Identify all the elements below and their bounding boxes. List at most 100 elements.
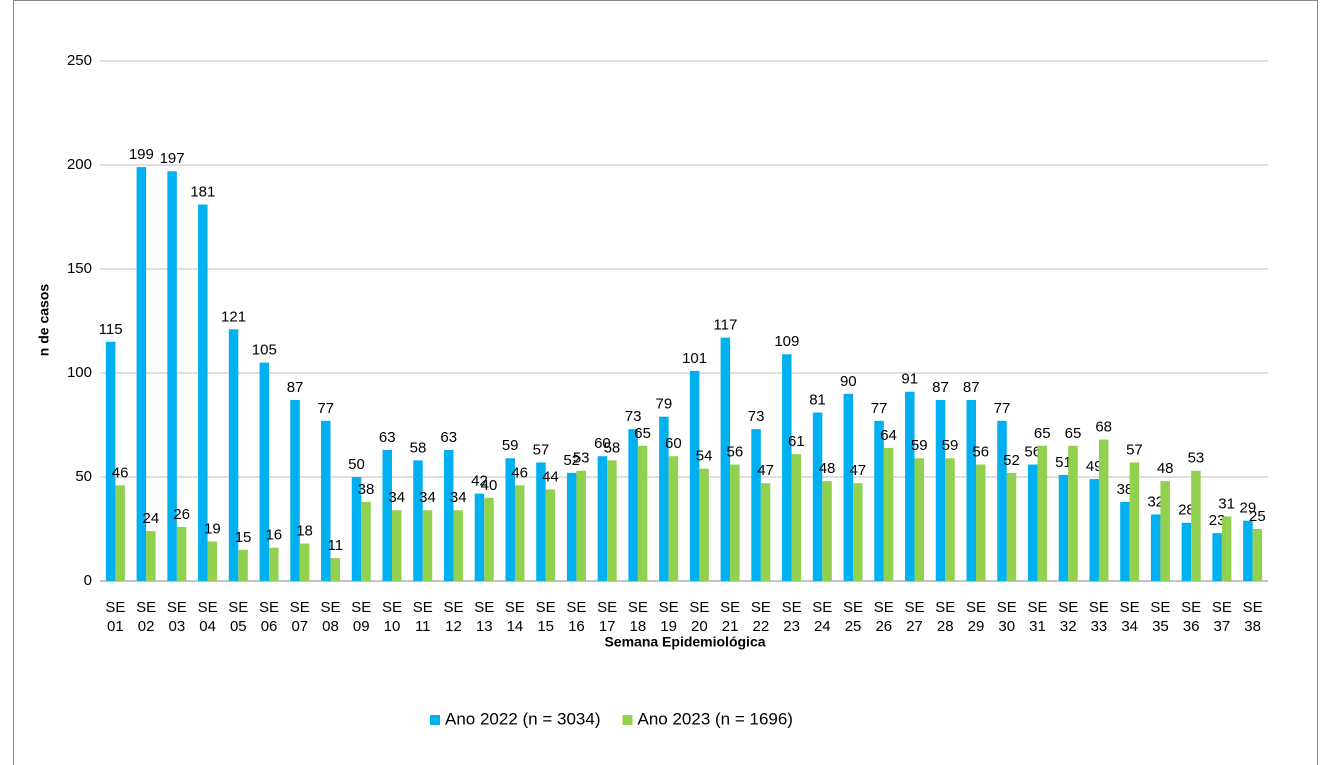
data-label: 53	[573, 450, 590, 467]
data-label: 65	[634, 425, 651, 442]
data-label: 87	[932, 379, 949, 396]
x-tick-label: SE 05	[228, 599, 249, 635]
x-tick-label: SE 26	[873, 599, 894, 635]
data-label: 50	[348, 456, 365, 473]
x-tick-label: SE 12	[443, 599, 464, 635]
data-label: 64	[880, 427, 897, 444]
bar	[628, 429, 638, 581]
x-tick-label: SE 38	[1242, 599, 1263, 635]
data-label: 91	[901, 371, 918, 388]
data-label: 109	[774, 333, 799, 350]
bar	[966, 400, 976, 581]
data-label: 26	[173, 506, 190, 523]
x-tick-label: SE 15	[535, 599, 556, 635]
data-label: 101	[682, 350, 707, 367]
bar	[699, 468, 709, 581]
data-label: 38	[1117, 481, 1134, 498]
data-label: 53	[1188, 450, 1205, 467]
bar	[269, 547, 279, 581]
data-label: 32	[1147, 493, 1164, 510]
bar	[822, 481, 832, 581]
data-label: 25	[1249, 508, 1266, 525]
data-label: 81	[809, 391, 826, 408]
bar	[689, 370, 700, 581]
data-label: 79	[656, 396, 673, 413]
x-tick-label: SE 32	[1058, 599, 1079, 635]
data-label: 57	[533, 441, 550, 458]
x-tick-label: SE 07	[289, 599, 310, 635]
x-tick-label: SE 28	[935, 599, 956, 635]
x-tick-label: SE 04	[197, 599, 218, 635]
x-tick-label: SE 03	[166, 599, 187, 635]
x-tick-label: SE 19	[658, 599, 679, 635]
x-tick-label: SE 36	[1181, 599, 1202, 635]
data-label: 59	[502, 437, 519, 454]
bar	[812, 412, 823, 581]
bar	[1181, 522, 1192, 581]
bar	[1068, 445, 1078, 581]
data-label: 77	[871, 400, 888, 417]
bar	[105, 341, 116, 581]
data-label: 65	[1065, 425, 1082, 442]
data-label: 51	[1055, 454, 1072, 471]
data-label: 197	[160, 150, 185, 167]
bar	[505, 458, 515, 581]
bar	[453, 510, 463, 581]
bar	[905, 391, 915, 581]
bar	[668, 456, 679, 581]
data-label: 56	[727, 443, 744, 460]
x-tick-label: SE 10	[381, 599, 402, 635]
data-label: 46	[511, 464, 528, 481]
bar	[392, 510, 402, 581]
bar	[1037, 445, 1047, 581]
x-tick-label: SE 27	[904, 599, 925, 635]
data-label: 54	[696, 448, 713, 465]
x-tick-label: SE 09	[351, 599, 372, 635]
data-label: 73	[748, 408, 765, 425]
bar	[167, 171, 177, 582]
data-label: 181	[190, 183, 215, 200]
bar	[1098, 439, 1109, 581]
data-label: 199	[129, 146, 154, 163]
x-tick-label: SE 21	[720, 599, 741, 635]
bar	[146, 531, 156, 581]
bar	[290, 400, 300, 581]
data-label: 34	[450, 489, 467, 506]
data-label: 38	[358, 481, 375, 498]
data-label: 77	[317, 400, 334, 417]
bar	[637, 445, 648, 581]
y-tick-label: 0	[84, 572, 92, 589]
x-tick-label: SE 24	[812, 599, 833, 635]
data-label: 90	[840, 373, 857, 390]
bar	[976, 464, 986, 581]
data-label: 77	[994, 400, 1011, 417]
x-axis-title: Semana Epidemiológica	[604, 634, 765, 650]
data-label: 46	[112, 464, 129, 481]
data-label: 59	[942, 437, 959, 454]
legend-swatch	[430, 715, 440, 725]
bar	[207, 541, 218, 581]
x-tick-label: SE 25	[843, 599, 864, 635]
data-label: 87	[963, 379, 980, 396]
bar	[760, 483, 771, 581]
bar	[514, 485, 525, 581]
data-label: 60	[665, 435, 682, 452]
data-label: 47	[757, 462, 774, 479]
bar	[853, 483, 863, 581]
data-label: 40	[481, 477, 498, 494]
data-label: 48	[819, 460, 836, 477]
bar	[413, 460, 423, 581]
legend-swatch	[622, 715, 633, 725]
x-tick-label: SE 13	[474, 599, 495, 635]
bar	[299, 543, 310, 581]
bar	[720, 337, 731, 581]
x-tick-label: SE 35	[1150, 599, 1171, 635]
data-label: 68	[1095, 419, 1112, 436]
bar	[1212, 533, 1222, 581]
x-tick-label: SE 14	[504, 599, 525, 635]
y-tick-label: 100	[67, 364, 92, 381]
x-tick-label: SE 33	[1088, 599, 1109, 635]
bar	[238, 549, 248, 581]
y-tick-label: 200	[67, 156, 92, 173]
